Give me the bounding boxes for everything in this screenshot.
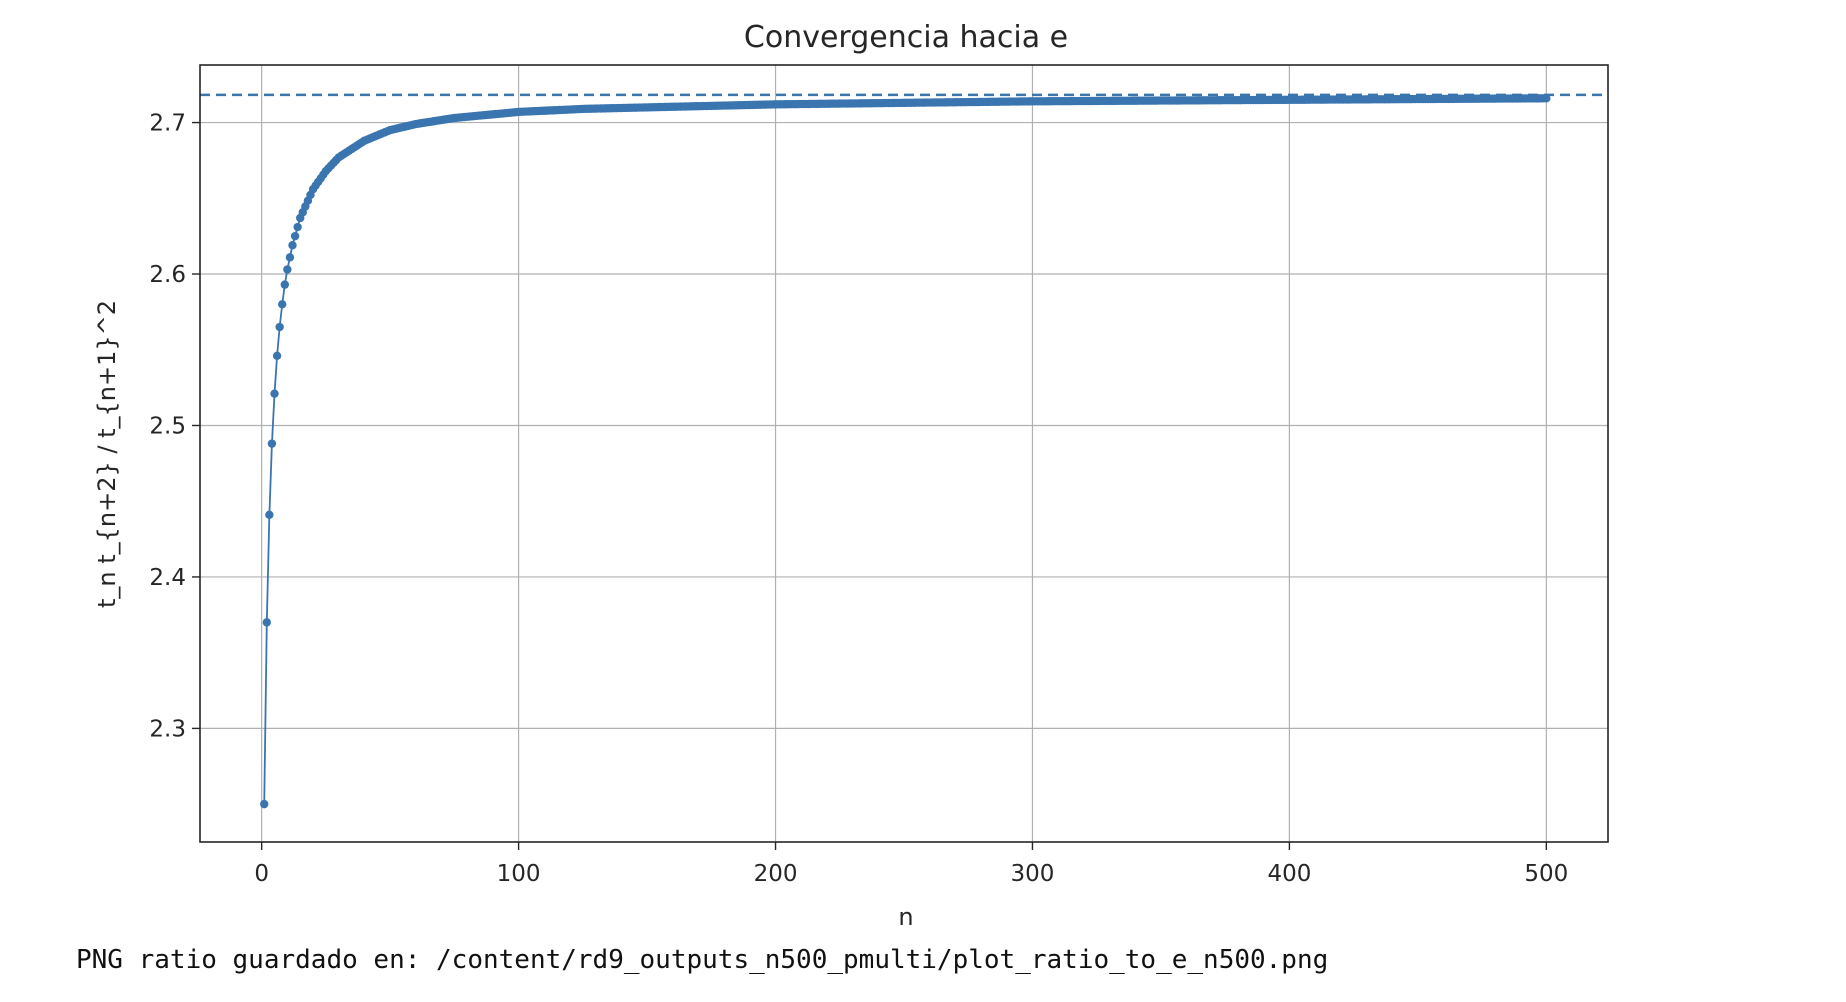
grid-layer bbox=[200, 65, 1608, 842]
data-point bbox=[285, 253, 295, 262]
data-point bbox=[275, 322, 284, 332]
data-point bbox=[280, 280, 289, 289]
data-point bbox=[290, 231, 300, 241]
x-tick-label: 500 bbox=[1524, 861, 1568, 887]
data-point bbox=[293, 222, 302, 232]
x-axis-label: n bbox=[898, 903, 913, 931]
y-tick-label: 2.4 bbox=[149, 565, 186, 591]
x-tick-label: 400 bbox=[1267, 861, 1311, 887]
data-point bbox=[270, 389, 279, 398]
y-tick-label: 2.5 bbox=[149, 413, 186, 439]
data-point bbox=[1542, 94, 1551, 103]
data-point bbox=[288, 241, 297, 250]
chart-title: Convergencia hacia e bbox=[744, 20, 1068, 55]
data-point bbox=[278, 300, 287, 309]
chart: 0 100 200 300 400 500 2.3 2.4 2.5 2.6 2.7 Converge… bbox=[93, 20, 1609, 931]
data-point bbox=[265, 510, 274, 520]
x-tick-label: 100 bbox=[497, 861, 541, 887]
output-message: PNG ratio guardado en: /content/rd9_outp… bbox=[76, 945, 1329, 975]
x-tick-label: 300 bbox=[1011, 861, 1055, 887]
x-tick-label: 200 bbox=[754, 861, 798, 887]
y-axis-label: t_n t_{n+2} / t_{n+1}^2 bbox=[93, 300, 121, 608]
data-point bbox=[260, 799, 269, 809]
x-tick-label: 0 bbox=[254, 861, 269, 887]
data-point bbox=[262, 618, 271, 627]
y-tick-label: 2.6 bbox=[149, 262, 186, 288]
y-tick-label: 2.7 bbox=[149, 111, 186, 137]
data-point bbox=[272, 351, 282, 361]
y-tick-label: 2.3 bbox=[149, 716, 186, 742]
series-layer bbox=[263, 97, 1547, 805]
series-line bbox=[263, 97, 1547, 805]
data-point bbox=[283, 265, 292, 274]
tick-layer: 0 100 200 300 400 500 2.3 2.4 2.5 2.6 2.7 bbox=[149, 111, 1568, 887]
data-point bbox=[267, 439, 277, 448]
plot-frame bbox=[199, 64, 1609, 843]
points-layer bbox=[260, 94, 1551, 809]
